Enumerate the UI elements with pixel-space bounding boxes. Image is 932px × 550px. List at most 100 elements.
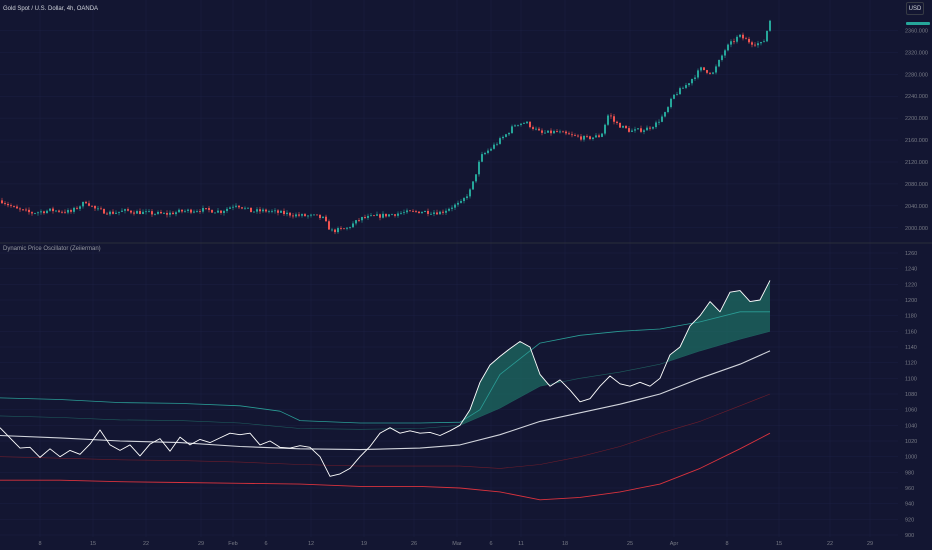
currency-button[interactable]: USD bbox=[906, 2, 924, 15]
candle-body bbox=[550, 130, 552, 134]
candle-body bbox=[631, 130, 633, 132]
oscillator-axis: 1260 1240 1220 1200 1180 1160 1140 1120 1100 1080… bbox=[905, 251, 917, 539]
candle-body bbox=[178, 209, 180, 213]
candle-body bbox=[190, 209, 192, 213]
candle-body bbox=[472, 181, 474, 190]
candle-body bbox=[214, 212, 216, 214]
band-fill bbox=[682, 338, 684, 357]
candle-body bbox=[256, 209, 258, 212]
candle-body bbox=[280, 210, 282, 213]
time-tick-label: Apr bbox=[670, 541, 679, 547]
candle-body bbox=[361, 216, 363, 221]
candle-body bbox=[514, 125, 516, 127]
candle-body bbox=[13, 206, 15, 207]
oscillator-tick-label: 960 bbox=[905, 486, 914, 492]
candle-body bbox=[184, 210, 186, 212]
candle-body bbox=[691, 78, 693, 84]
candle-body bbox=[592, 137, 594, 140]
price-tick-label: 2160.000 bbox=[905, 138, 928, 144]
lower-inner-line bbox=[0, 393, 771, 469]
band-fill bbox=[702, 310, 704, 351]
band-fill bbox=[746, 297, 748, 338]
candle-body bbox=[205, 208, 207, 209]
band-fill bbox=[748, 299, 750, 338]
candle-body bbox=[277, 210, 279, 213]
price-axis: 2360.000 2320.000 2280.000 2240.000 2200.000… bbox=[905, 28, 928, 231]
candle-body bbox=[286, 212, 288, 215]
band-fill bbox=[696, 317, 698, 353]
price-candles bbox=[1, 19, 771, 235]
candle-body bbox=[61, 211, 63, 213]
band-fill bbox=[510, 347, 512, 403]
oscillator-tick-label: 1000 bbox=[905, 455, 917, 461]
oscillator-tick-label: 1220 bbox=[905, 282, 917, 288]
candle-body bbox=[382, 213, 384, 218]
candle-body bbox=[766, 30, 768, 42]
band-fill bbox=[480, 378, 482, 417]
band-fill bbox=[532, 352, 534, 391]
candle-body bbox=[421, 212, 423, 214]
candle-body bbox=[403, 212, 405, 214]
band-fill bbox=[524, 343, 526, 395]
candle-body bbox=[577, 135, 579, 137]
candle-body bbox=[703, 67, 705, 71]
candle-body bbox=[754, 44, 756, 46]
candle-body bbox=[181, 209, 183, 212]
band-fill bbox=[674, 350, 676, 360]
candle-body bbox=[352, 223, 354, 228]
price-tick-label: 2240.000 bbox=[905, 94, 928, 100]
candle-body bbox=[583, 135, 585, 140]
price-tick-label: 2120.000 bbox=[905, 160, 928, 166]
candle-body bbox=[511, 126, 513, 133]
candle-body bbox=[325, 216, 327, 222]
candle-body bbox=[322, 216, 324, 218]
candle-body bbox=[85, 201, 87, 204]
candle-body bbox=[49, 208, 51, 211]
band-fill bbox=[478, 382, 480, 418]
oscillator-tick-label: 1020 bbox=[905, 439, 917, 445]
oscillator-line bbox=[0, 280, 771, 477]
candle-body bbox=[646, 127, 648, 131]
candle-body bbox=[718, 59, 720, 67]
candle-body bbox=[301, 214, 303, 216]
oscillator-tick-label: 920 bbox=[905, 517, 914, 523]
band-fill bbox=[726, 296, 728, 344]
candle-body bbox=[481, 154, 483, 162]
candle-body bbox=[769, 20, 771, 31]
band-fill bbox=[498, 356, 500, 409]
band-fill bbox=[730, 291, 732, 343]
candle-body bbox=[343, 228, 345, 230]
last-price-marker bbox=[906, 22, 930, 25]
candle-body bbox=[295, 214, 297, 217]
band-fill bbox=[728, 292, 730, 343]
band-fill bbox=[514, 344, 516, 401]
candle-body bbox=[172, 212, 174, 215]
symbol-title: Gold Spot / U.S. Dollar, 4h, OANDA bbox=[3, 6, 99, 12]
candle-body bbox=[661, 116, 663, 122]
candle-body bbox=[580, 136, 582, 140]
candle-body bbox=[7, 203, 9, 206]
candle-body bbox=[538, 128, 540, 131]
candle-body bbox=[76, 207, 78, 209]
candle-body bbox=[751, 42, 753, 45]
band-fill bbox=[714, 305, 716, 347]
band-fill bbox=[484, 371, 486, 415]
candle-body bbox=[40, 211, 42, 213]
candle-body bbox=[544, 132, 546, 134]
candle-body bbox=[694, 77, 696, 79]
band-fill bbox=[506, 350, 508, 405]
candle-body bbox=[346, 227, 348, 229]
time-tick-label: 6 bbox=[264, 541, 267, 547]
candle-body bbox=[712, 72, 714, 74]
upper-inner-line bbox=[0, 331, 771, 430]
candle-body bbox=[655, 122, 657, 128]
band-fill bbox=[724, 300, 726, 344]
candle-body bbox=[763, 41, 765, 43]
indicator-title: Dynamic Price Oscillator (Zeiierman) bbox=[3, 246, 101, 252]
band-fill bbox=[516, 342, 518, 400]
candle-body bbox=[148, 211, 150, 212]
candle-body bbox=[589, 136, 591, 140]
candle-body bbox=[94, 205, 96, 209]
candle-body bbox=[328, 221, 330, 230]
